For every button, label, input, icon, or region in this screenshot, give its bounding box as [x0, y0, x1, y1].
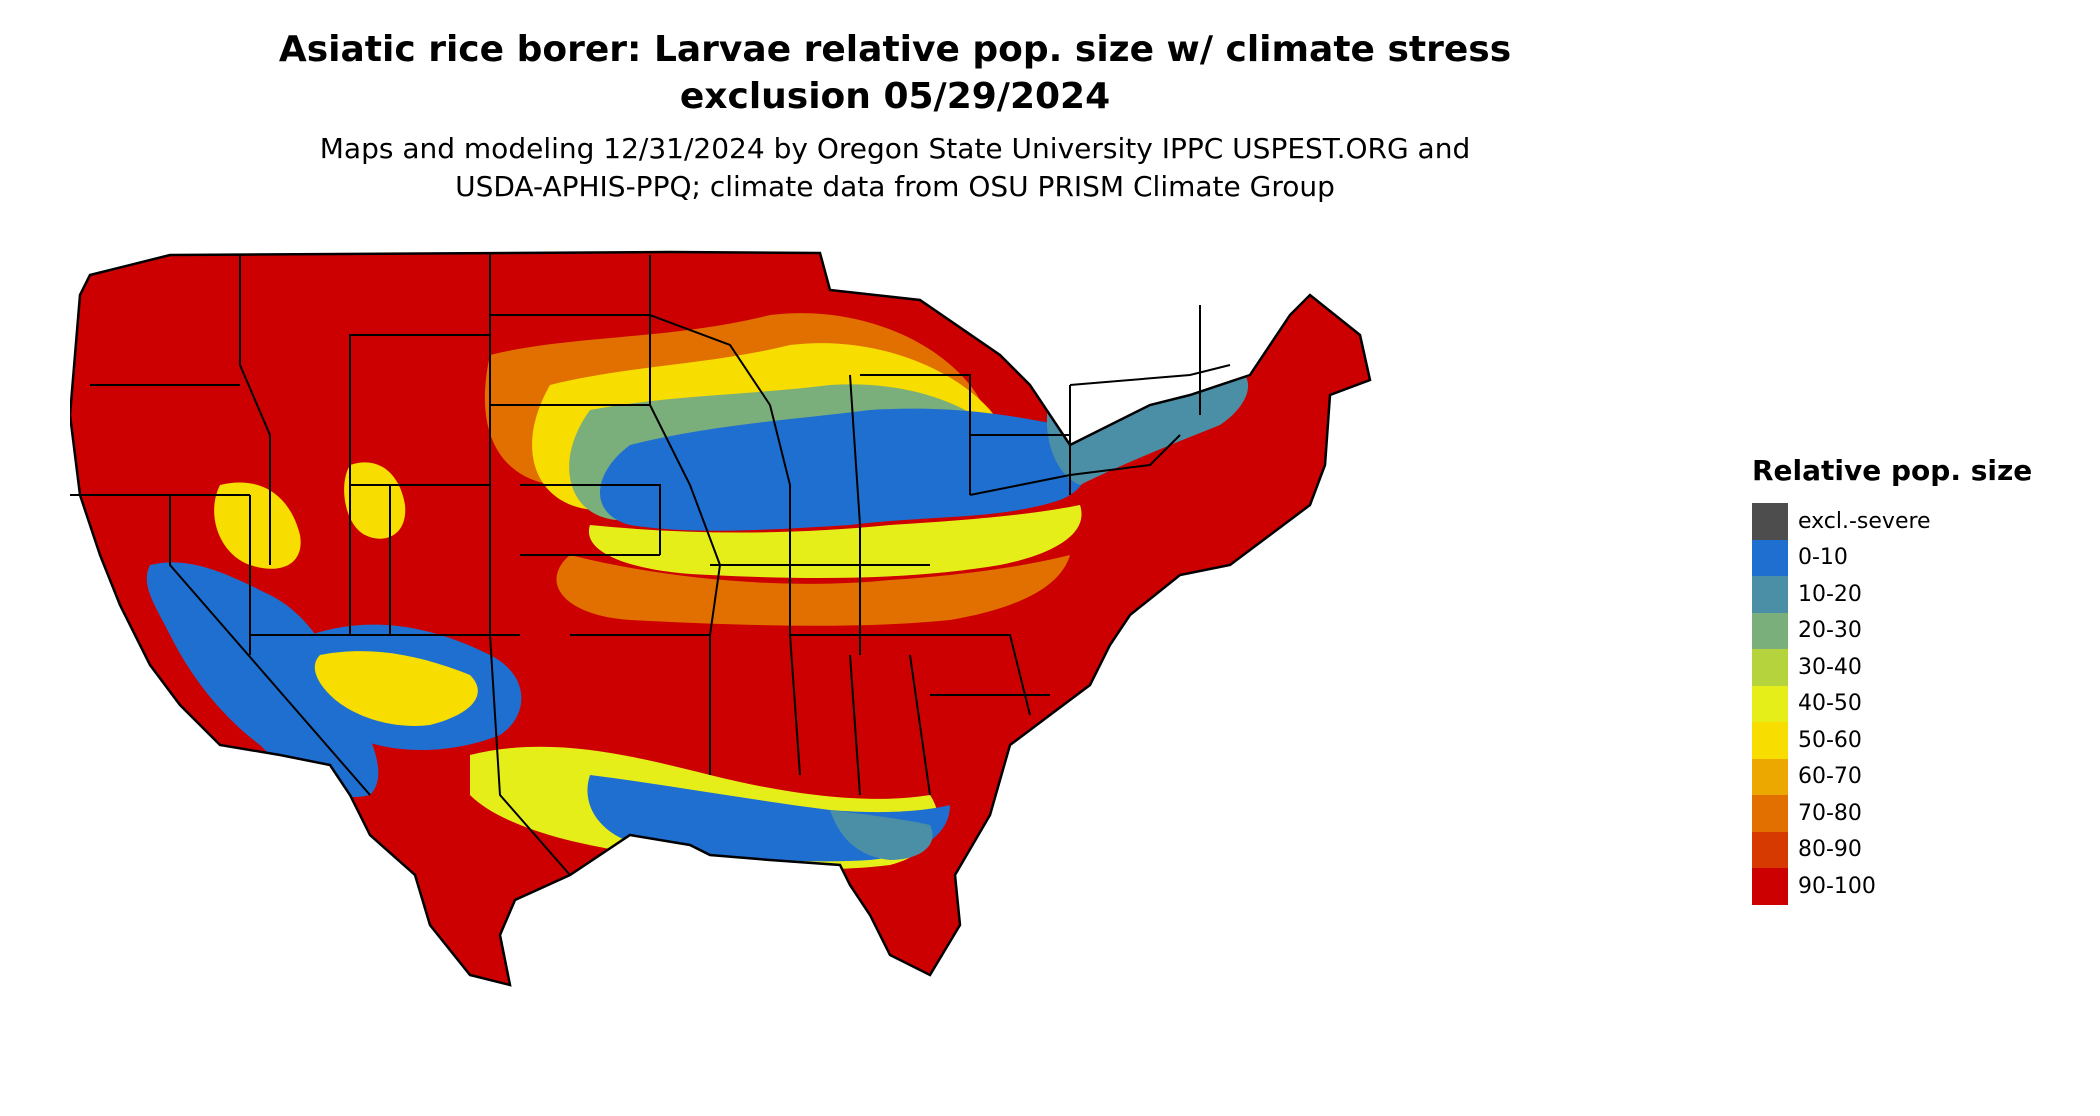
state-border	[489, 634, 571, 876]
state-border	[969, 474, 1071, 496]
legend-swatch	[1752, 868, 1788, 905]
legend-label: excl.-severe	[1798, 508, 1931, 534]
zone-70-80-south	[556, 555, 1070, 626]
legend-item: 60-70	[1752, 758, 2082, 795]
state-border	[169, 495, 371, 796]
legend-label: 60-70	[1798, 764, 1862, 790]
state-border	[930, 634, 1031, 716]
legend-swatch	[1752, 685, 1788, 722]
legend-items: excl.-severe 0-10 10-20 20-30 30-40 40-50 50-6…	[1752, 503, 2082, 905]
legend-swatch	[1752, 576, 1788, 613]
zone-40-50	[588, 505, 1082, 578]
legend-item: 90-100	[1752, 868, 2082, 905]
legend-swatch	[1752, 758, 1788, 795]
map-title-line-2: exclusion 05/29/2024	[679, 76, 1111, 117]
legend-label: 50-60	[1798, 727, 1862, 753]
legend-label: 30-40	[1798, 654, 1862, 680]
state-border	[789, 634, 801, 776]
us-map-canvas	[70, 250, 1372, 987]
legend-swatch	[1752, 612, 1788, 649]
us-map	[70, 235, 1710, 1115]
state-border	[649, 255, 771, 406]
legend-swatch	[1752, 649, 1788, 686]
map-title-line-1: Asiatic rice borer: Larvae relative pop.…	[278, 29, 1512, 70]
legend-item: 80-90	[1752, 831, 2082, 868]
legend-swatch	[1752, 831, 1788, 868]
state-border	[1069, 434, 1181, 476]
state-border	[849, 654, 861, 796]
legend-item: 40-50	[1752, 685, 2082, 722]
legend-label: 10-20	[1798, 581, 1862, 607]
state-border	[769, 404, 791, 635]
legend-swatch	[1752, 722, 1788, 759]
state-border	[1069, 364, 1231, 386]
zone-0-10-central	[600, 408, 1090, 531]
map-subtitle-line-1: Maps and modeling 12/31/2024 by Oregon S…	[319, 132, 1471, 165]
state-border	[909, 654, 931, 796]
map-subtitle-line-2: USDA-APHIS-PPQ; climate data from OSU PR…	[455, 170, 1335, 203]
legend-label: 40-50	[1798, 691, 1862, 717]
legend-item: 70-80	[1752, 795, 2082, 832]
zone-50-60-southwest	[314, 651, 478, 726]
legend-label: 80-90	[1798, 837, 1862, 863]
state-border	[649, 404, 722, 636]
map-subtitle: Maps and modeling 12/31/2024 by Oregon S…	[0, 130, 1790, 206]
legend-item: 0-10	[1752, 539, 2082, 576]
legend-title: Relative pop. size	[1752, 454, 2033, 487]
legend-item: 10-20	[1752, 576, 2082, 613]
state-border	[239, 255, 271, 565]
legend-label: 0-10	[1798, 545, 1848, 571]
legend-item: 20-30	[1752, 612, 2082, 649]
legend-swatch	[1752, 539, 1788, 576]
state-borders	[70, 252, 1231, 876]
legend-item: excl.-severe	[1752, 503, 2082, 540]
legend-item: 30-40	[1752, 649, 2082, 686]
zone-50-60-nevada	[214, 482, 301, 569]
legend-label: 70-80	[1798, 800, 1862, 826]
legend: Relative pop. size excl.-severe 0-10 10-20…	[1752, 453, 2082, 905]
state-border	[520, 484, 661, 555]
state-border	[860, 374, 971, 495]
state-border	[849, 374, 861, 655]
legend-swatch	[1752, 503, 1788, 540]
legend-swatch	[1752, 795, 1788, 832]
map-title: Asiatic rice borer: Larvae relative pop.…	[0, 26, 1790, 120]
legend-label: 20-30	[1798, 618, 1862, 644]
zone-10-20-gulf	[830, 810, 933, 860]
legend-label: 90-100	[1798, 873, 1876, 899]
legend-item: 50-60	[1752, 722, 2082, 759]
